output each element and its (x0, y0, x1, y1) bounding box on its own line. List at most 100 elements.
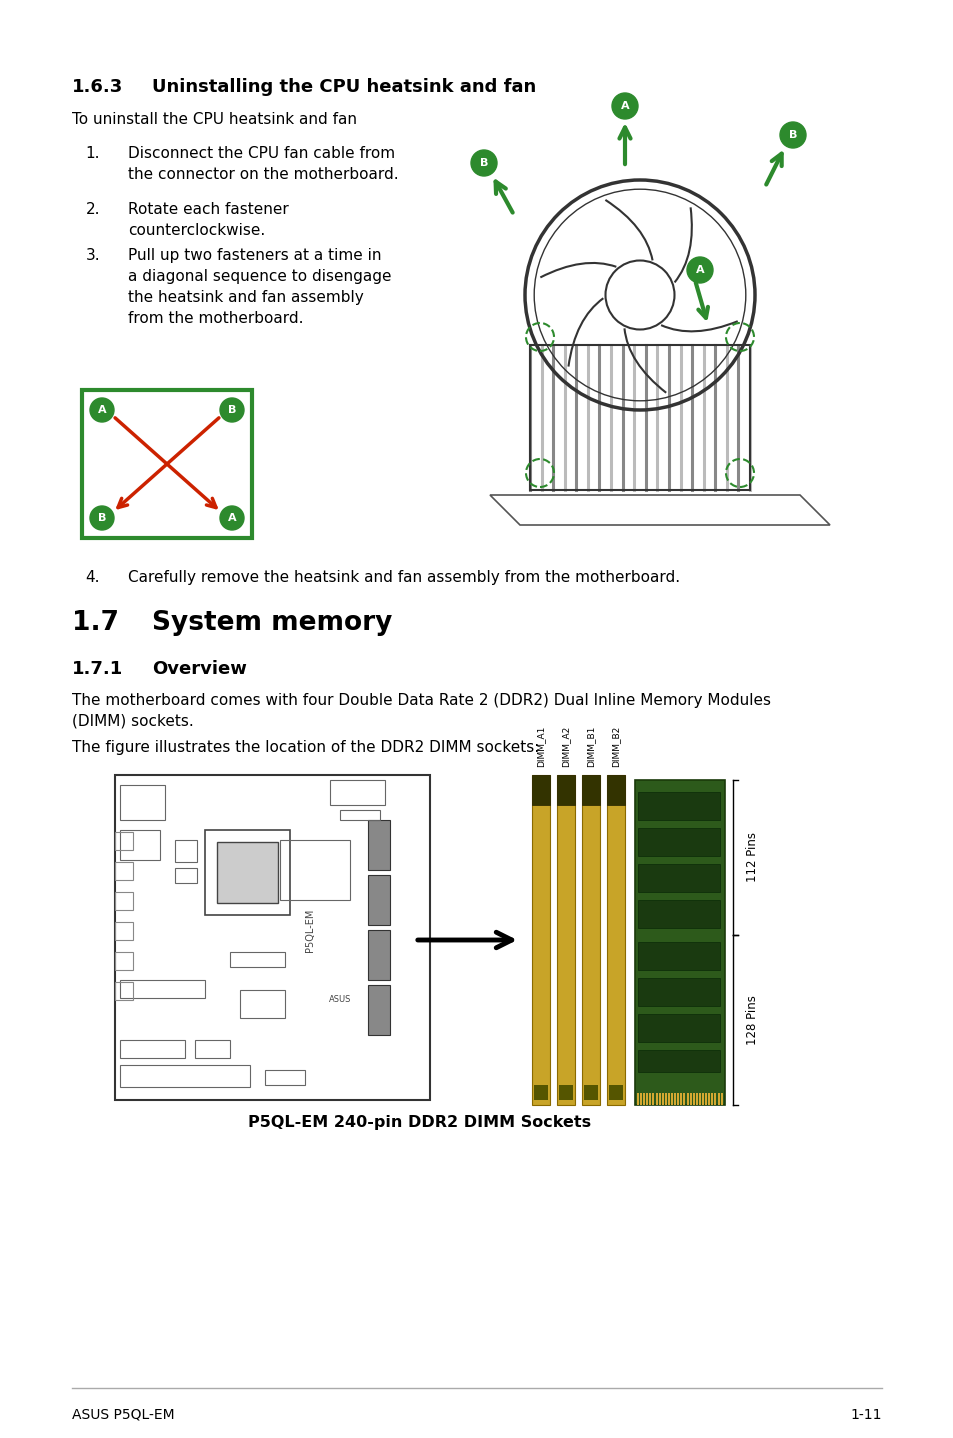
Text: B: B (98, 513, 106, 523)
Text: Rotate each fastener
counterclockwise.: Rotate each fastener counterclockwise. (128, 201, 289, 239)
Bar (638, 978, 720, 1007)
FancyBboxPatch shape (82, 390, 252, 538)
Bar (581, 775, 599, 805)
Text: ASUS: ASUS (329, 995, 351, 1005)
Bar (230, 952, 285, 966)
Text: DIMM_B1: DIMM_B1 (586, 726, 595, 766)
Text: A: A (97, 406, 106, 416)
Text: 4.: 4. (86, 569, 100, 585)
Bar (368, 820, 390, 870)
Bar (638, 1050, 720, 1071)
Circle shape (686, 257, 712, 283)
Circle shape (220, 398, 244, 421)
Bar (720, 1093, 722, 1104)
Bar (695, 1093, 698, 1104)
Bar (174, 869, 196, 883)
Bar (368, 874, 390, 925)
Bar (686, 1093, 688, 1104)
Circle shape (471, 150, 497, 175)
Bar (638, 792, 720, 820)
Text: 112 Pins: 112 Pins (745, 833, 759, 883)
Bar (115, 922, 132, 940)
Text: DIMM_A2: DIMM_A2 (561, 726, 570, 766)
Bar (174, 840, 196, 861)
Text: A: A (695, 265, 703, 275)
Bar (120, 1040, 185, 1058)
Bar (635, 779, 724, 1104)
Text: B: B (788, 129, 797, 139)
Bar (368, 930, 390, 981)
Bar (645, 1093, 648, 1104)
Text: Overview: Overview (152, 660, 247, 677)
Text: DIMM_A1: DIMM_A1 (536, 726, 545, 766)
Bar (637, 1093, 639, 1104)
Bar (699, 1093, 700, 1104)
Bar (655, 1093, 657, 1104)
Bar (667, 1093, 669, 1104)
Bar (638, 828, 720, 856)
Bar (532, 775, 550, 805)
Text: B: B (228, 406, 236, 416)
Bar (652, 1093, 654, 1104)
Bar (639, 1093, 641, 1104)
Circle shape (90, 398, 113, 421)
Bar (642, 1093, 644, 1104)
Text: 3.: 3. (85, 247, 100, 263)
Bar (674, 1093, 676, 1104)
Text: To uninstall the CPU heatsink and fan: To uninstall the CPU heatsink and fan (71, 112, 356, 127)
Bar (677, 1093, 679, 1104)
Bar (115, 892, 132, 910)
Text: A: A (228, 513, 236, 523)
Bar (240, 989, 285, 1018)
Bar (689, 1093, 691, 1104)
Bar (330, 779, 385, 805)
Bar (120, 981, 205, 998)
Bar (115, 833, 132, 850)
Bar (638, 942, 720, 971)
Circle shape (220, 506, 244, 531)
Bar (649, 1093, 651, 1104)
Bar (711, 1093, 713, 1104)
Text: 2.: 2. (86, 201, 100, 217)
Bar (581, 775, 599, 1104)
Text: ASUS P5QL-EM: ASUS P5QL-EM (71, 1408, 174, 1422)
Bar (714, 1093, 716, 1104)
Bar (707, 1093, 710, 1104)
Text: The motherboard comes with four Double Data Rate 2 (DDR2) Dual Inline Memory Mod: The motherboard comes with four Double D… (71, 693, 770, 729)
Bar (120, 785, 165, 820)
Bar (638, 864, 720, 892)
Text: 1.: 1. (86, 147, 100, 161)
Bar (534, 1086, 547, 1100)
Bar (664, 1093, 666, 1104)
Bar (608, 1086, 622, 1100)
Text: 1.6.3: 1.6.3 (71, 78, 123, 96)
Bar (661, 1093, 663, 1104)
Bar (717, 1093, 719, 1104)
Text: 128 Pins: 128 Pins (745, 995, 759, 1045)
Text: 1-11: 1-11 (850, 1408, 882, 1422)
Bar (115, 982, 132, 999)
Text: B: B (479, 158, 488, 168)
Circle shape (612, 93, 638, 119)
Bar (658, 1093, 660, 1104)
Bar (205, 830, 290, 915)
Text: DIMM_B2: DIMM_B2 (611, 726, 619, 766)
Bar (339, 810, 379, 820)
Bar (530, 345, 749, 490)
Bar (368, 985, 390, 1035)
Bar (679, 1093, 681, 1104)
Bar (638, 1014, 720, 1043)
Text: P5QL-EM 240-pin DDR2 DIMM Sockets: P5QL-EM 240-pin DDR2 DIMM Sockets (248, 1114, 591, 1130)
Bar (692, 1093, 694, 1104)
Text: Carefully remove the heatsink and fan assembly from the motherboard.: Carefully remove the heatsink and fan as… (128, 569, 679, 585)
Text: P5QL-EM: P5QL-EM (305, 909, 314, 952)
Bar (194, 1040, 230, 1058)
Bar (606, 775, 624, 805)
Circle shape (780, 122, 805, 148)
Bar (532, 775, 550, 1104)
Bar (557, 775, 575, 1104)
Text: 1.7.1: 1.7.1 (71, 660, 123, 677)
Bar (115, 861, 132, 880)
Bar (265, 1070, 305, 1086)
Text: Uninstalling the CPU heatsink and fan: Uninstalling the CPU heatsink and fan (152, 78, 536, 96)
